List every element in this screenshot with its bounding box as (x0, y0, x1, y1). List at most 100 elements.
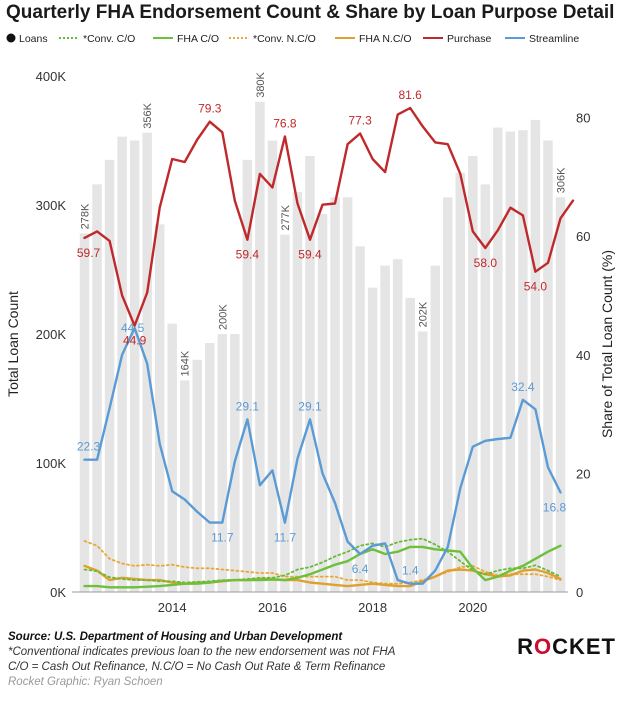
bar-loans (79, 233, 90, 592)
bar-loans (267, 140, 278, 592)
point-label-streamline: 6.4 (352, 562, 369, 576)
bar-loans (255, 101, 265, 593)
point-label-streamline: 11.7 (274, 531, 297, 545)
bar-loans (280, 234, 290, 593)
chart-svg: Loans *Conv. C/O FHA C/O *Conv. N.C/O FHA N.… (5, 33, 615, 615)
legend-label-conv-n-c-o: *Conv. N.C/O (253, 33, 316, 45)
series-line-purchase (83, 106, 575, 327)
point-label-purchase: 76.8 (273, 116, 297, 130)
point-label-streamline: 29.1 (298, 399, 322, 413)
x-tick-label: 2014 (158, 600, 187, 615)
point-label-streamline: 1.4 (402, 564, 419, 578)
bar-value-label: 277K (280, 204, 292, 230)
bar-loans (342, 197, 353, 592)
bar-value-label: 278K (80, 203, 92, 229)
x-tick-label: 2016 (258, 600, 287, 615)
bar-loans (468, 155, 478, 592)
y-right-tick-label: 60 (576, 229, 590, 244)
y-right-tick-label: 0 (576, 585, 583, 600)
bar-loans (455, 172, 466, 592)
legend-label-streamline: Streamline (529, 33, 579, 45)
footnote-conventional: *Conventional indicates previous loan to… (8, 646, 396, 658)
bar-loans (305, 155, 315, 592)
bar-value-label: 306K (555, 167, 567, 193)
point-label-purchase: 77.3 (348, 114, 372, 128)
series-line-streamline (83, 326, 562, 585)
bar-loans (555, 197, 566, 592)
bar-loans (505, 131, 516, 592)
bar-value-label: 356K (142, 102, 154, 128)
bar-loans (154, 224, 165, 592)
point-label-streamline: 44.5 (121, 321, 145, 335)
legend-label-loans: Loans (19, 33, 48, 45)
legend-label-purchase: Purchase (447, 33, 492, 45)
point-label-purchase: 58.0 (474, 256, 498, 270)
point-label-purchase: 59.4 (298, 248, 322, 262)
series-line-fha-c-o (83, 544, 562, 589)
bar-value-label: 164K (180, 350, 192, 376)
bar-loans (217, 334, 228, 592)
point-label-streamline: 29.1 (236, 399, 260, 413)
y-right-axis-title: Share of Total Loan Count (%) (599, 250, 615, 438)
logo-text-accent: O (533, 634, 553, 659)
rocket-logo: ROCKET (517, 634, 616, 660)
chart-title: Quarterly FHA Endorsement Count & Share … (6, 2, 615, 23)
bar-loans (417, 331, 428, 592)
x-tick-label: 2020 (458, 600, 487, 615)
point-label-purchase: 81.6 (399, 88, 423, 102)
y-left-tick-label: 300K (36, 198, 67, 213)
graphic-credit: Rocket Graphic: Ryan Schoen (8, 676, 163, 688)
bar-value-label: 202K (418, 301, 430, 327)
point-label-purchase: 54.0 (524, 280, 548, 294)
legend-label-fha-c-o: FHA C/O (177, 33, 219, 45)
source-note: Source: U.S. Department of Housing and U… (8, 631, 343, 643)
legend-label-conv-c-o: *Conv. C/O (83, 33, 135, 45)
point-label-streamline: 22.3 (77, 440, 101, 454)
bar-value-label: 200K (217, 304, 229, 330)
bar-loans (167, 323, 177, 592)
bar-loans (205, 343, 215, 592)
bar-loans (179, 380, 190, 592)
bar-loans (292, 192, 303, 592)
bar-loans (92, 184, 102, 593)
bar-loans (392, 259, 403, 592)
x-tick-label: 2018 (358, 600, 387, 615)
point-label-purchase: 44.9 (123, 334, 147, 348)
y-left-tick-label: 0K (50, 585, 66, 600)
footnote-abbreviations: C/O = Cash Out Refinance, N.C/O = No Cas… (8, 661, 386, 673)
series-line-conv-c-o (83, 537, 562, 584)
bar-loans (242, 159, 253, 592)
series-line-conv-n-c-o (83, 540, 562, 585)
bar-loans (330, 197, 340, 592)
bar-loans (405, 297, 415, 592)
bar-loans (117, 136, 127, 592)
bar-loans (442, 197, 453, 592)
point-label-streamline: 11.7 (211, 531, 234, 545)
bar-loans (430, 265, 440, 592)
y-left-tick-label: 200K (36, 327, 67, 342)
bar-loans (480, 184, 491, 593)
bar-loans (493, 127, 503, 592)
bar-loans (129, 140, 140, 592)
bar-loans (355, 246, 365, 592)
bar-loans (380, 265, 390, 592)
bar-loans (192, 359, 203, 592)
bar-loans (530, 119, 541, 593)
point-label-purchase: 79.3 (198, 102, 222, 116)
point-label-streamline: 32.4 (511, 380, 535, 394)
logo-text-end: CKET (552, 634, 616, 659)
legend-label-fha-n-c-o: FHA N.C/O (359, 33, 412, 45)
bar-loans (104, 159, 115, 592)
bar-loans (367, 287, 378, 592)
y-right-tick-label: 20 (576, 466, 590, 481)
point-label-purchase: 59.4 (236, 248, 260, 262)
chart-footer: Source: U.S. Department of Housing and U… (8, 630, 508, 690)
logo-text-start: R (517, 634, 534, 659)
point-label-streamline: 16.8 (543, 500, 567, 514)
bar-loans (543, 140, 553, 592)
y-left-axis-title: Total Loan Count (5, 291, 21, 397)
bar-value-label: 380K (255, 71, 267, 97)
y-right-tick-label: 40 (576, 348, 590, 363)
bar-loans (518, 130, 528, 592)
y-left-tick-label: 400K (36, 69, 67, 84)
